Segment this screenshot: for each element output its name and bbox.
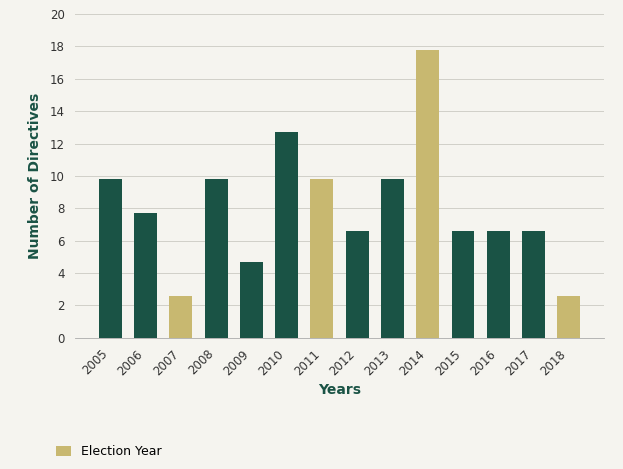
X-axis label: Years: Years <box>318 383 361 397</box>
Bar <box>522 231 545 338</box>
Bar <box>381 179 404 338</box>
Y-axis label: Number of Directives: Number of Directives <box>27 93 42 259</box>
Bar <box>169 295 193 338</box>
Bar <box>99 179 121 338</box>
Bar <box>204 179 227 338</box>
Bar <box>134 213 157 338</box>
Legend: Election Year: Election Year <box>56 445 162 458</box>
Bar <box>275 132 298 338</box>
Bar <box>416 50 439 338</box>
Bar <box>487 231 510 338</box>
Bar <box>240 262 263 338</box>
Bar <box>558 295 580 338</box>
Bar <box>346 231 369 338</box>
Bar <box>310 179 333 338</box>
Bar <box>452 231 475 338</box>
